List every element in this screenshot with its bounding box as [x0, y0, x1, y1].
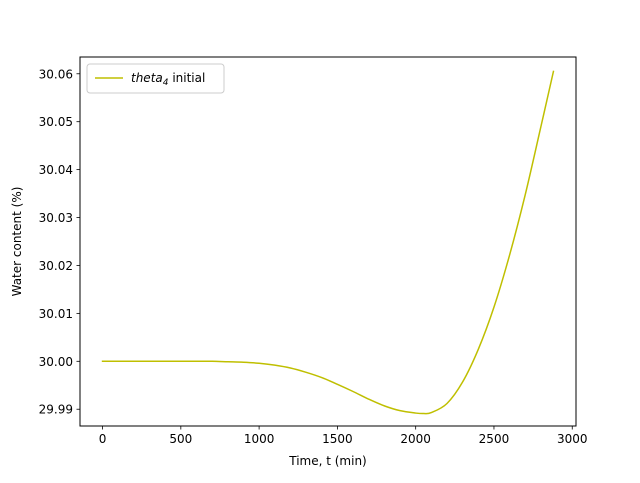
legend: theta4 initial	[86, 63, 225, 94]
y-tick-label-1: 30.00	[39, 355, 73, 369]
x-tick-label-5: 2500	[479, 432, 510, 446]
x-ticks: 0 500 1000 1500 2000 2500 3000	[99, 426, 588, 446]
y-tick-label-2: 30.01	[39, 307, 73, 321]
y-axis-label: Water content (%)	[10, 187, 24, 297]
series-layer	[101, 70, 555, 415]
x-tick-label-2: 1000	[244, 432, 275, 446]
x-tick-label-0: 0	[99, 432, 107, 446]
legend-label-base: theta	[131, 71, 163, 85]
axes-layer	[79, 56, 577, 427]
y-tick-label-6: 30.05	[39, 115, 73, 129]
legend-label-suffix: initial	[169, 71, 206, 85]
y-tick-label-3: 30.02	[39, 259, 73, 273]
y-tick-label-7: 30.06	[39, 67, 73, 81]
y-ticks: 29.99 30.00 30.01 30.02 30.03 30.04 30.05 30.06	[39, 67, 80, 417]
y-tick-label-5: 30.04	[39, 163, 73, 177]
plot-area	[80, 57, 576, 426]
x-tick-label-4: 2000	[400, 432, 431, 446]
legend-label-subscript: 4	[163, 78, 169, 88]
x-tick-label-1: 500	[169, 432, 192, 446]
y-tick-label-4: 30.03	[39, 211, 73, 225]
x-axis-label: Time, t (min)	[288, 454, 367, 468]
x-tick-label-6: 3000	[557, 432, 588, 446]
plot-frame	[79, 56, 577, 427]
y-tick-label-0: 29.99	[39, 403, 73, 417]
legend-box	[86, 63, 225, 94]
series-line-0	[101, 70, 555, 415]
x-tick-label-3: 1500	[322, 432, 353, 446]
legend-label-theta4-initial: theta4 initial	[131, 71, 205, 88]
